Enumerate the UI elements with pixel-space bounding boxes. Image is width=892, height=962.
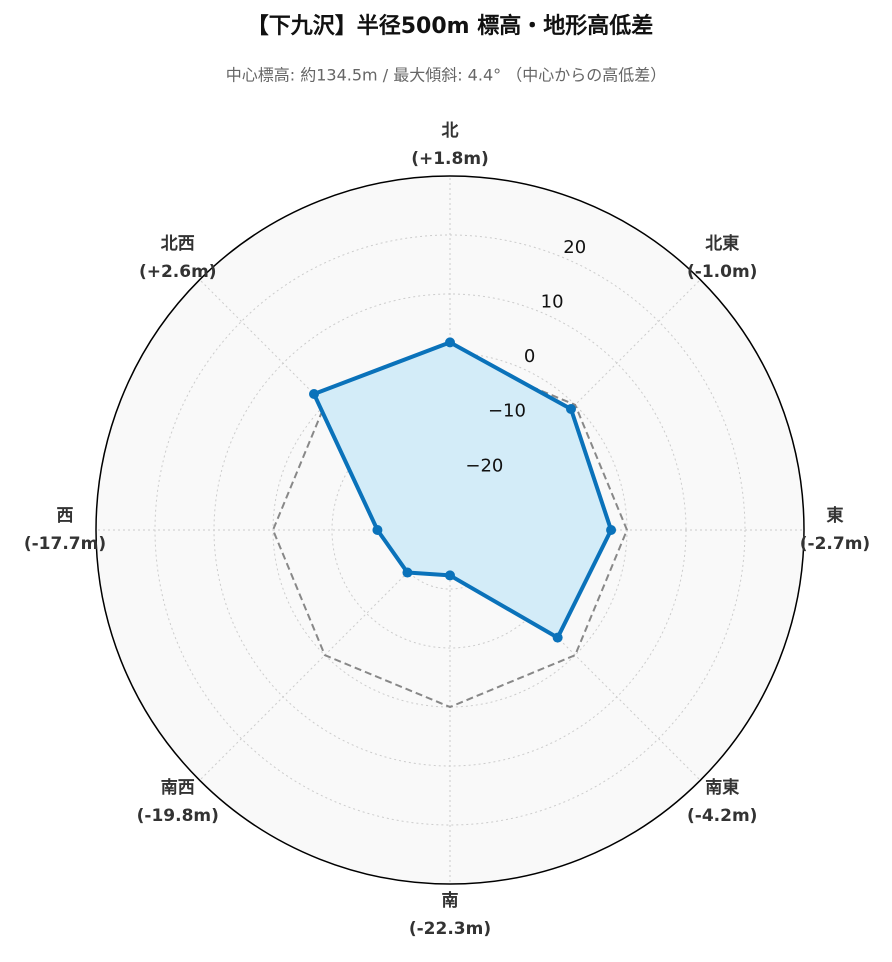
category-label: 北	[442, 121, 459, 141]
category-label: 西	[57, 506, 74, 526]
category-label: 南西	[161, 777, 195, 798]
category-label: 南東	[705, 777, 739, 798]
value-label: (-4.2m)	[687, 806, 757, 826]
category-label: 東	[827, 505, 844, 526]
r-tick-label: 0	[524, 346, 535, 367]
chart-title: 【下九沢】半径500m 標高・地形高低差	[247, 13, 654, 39]
r-tick-label: −20	[465, 455, 503, 476]
value-label: (-1.0m)	[687, 262, 757, 282]
r-tick-label: 20	[563, 237, 586, 258]
reference-line	[271, 351, 629, 709]
category-label: 北西	[161, 234, 195, 254]
value-label: (-22.3m)	[409, 919, 491, 939]
value-label: (-17.7m)	[24, 534, 106, 554]
data-point	[402, 567, 413, 578]
category-label: 北東	[705, 233, 739, 254]
value-label: (-2.7m)	[800, 534, 870, 554]
category-label: 南	[442, 890, 459, 911]
data-point	[552, 632, 563, 643]
data-point	[445, 337, 455, 348]
chart-subtitle: 中心標高: 約134.5m / 最大傾斜: 4.4° （中心からの高低差）	[226, 66, 666, 85]
outer-ring	[95, 175, 805, 885]
data-point	[308, 388, 319, 399]
value-label: (+2.6m)	[139, 262, 217, 282]
r-tick-label: 10	[541, 292, 564, 313]
data-point	[445, 570, 455, 581]
data-point	[565, 404, 576, 415]
value-label: (-19.8m)	[137, 806, 219, 826]
value-label: (+1.8m)	[411, 149, 489, 169]
r-tick-label: −10	[488, 401, 526, 422]
data-point	[606, 525, 617, 535]
data-point	[372, 525, 383, 535]
spoke	[449, 529, 701, 781]
